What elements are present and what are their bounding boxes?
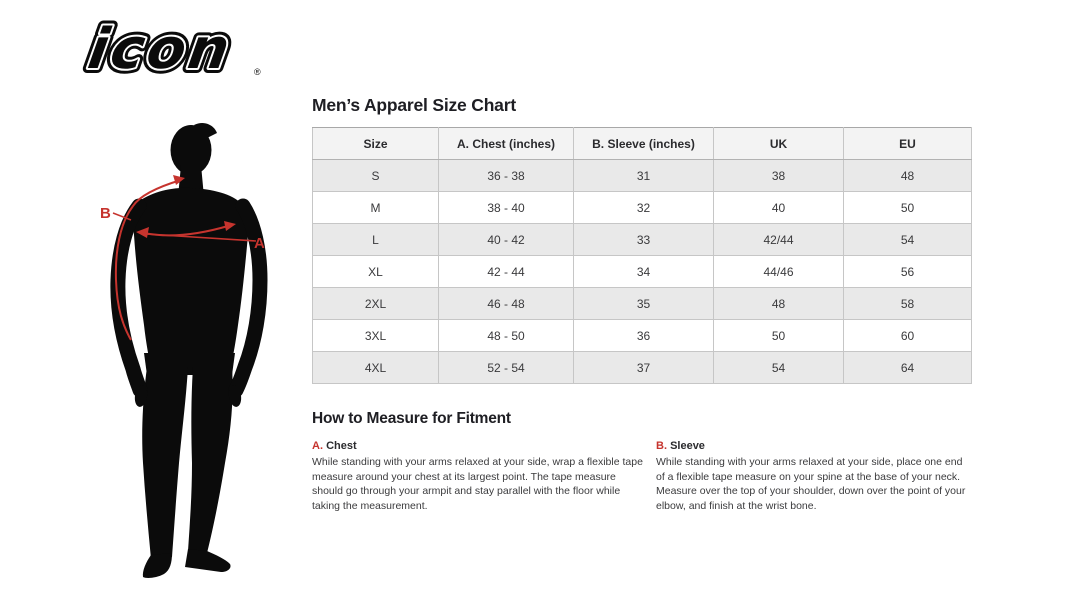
silhouette-head	[170, 125, 212, 175]
measure-item-heading: B. Sleeve	[656, 440, 968, 452]
eu-cell: 54	[843, 223, 972, 256]
uk-cell: 42/44	[713, 223, 844, 256]
silhouette-left-arm	[110, 198, 148, 398]
sleeve-measurement-line	[114, 179, 182, 341]
eu-cell: 48	[843, 159, 972, 192]
table-row: 4XL 52 - 54 37 54 64	[312, 351, 972, 384]
chest-cell: 48 - 50	[438, 319, 574, 352]
eu-cell: 64	[843, 351, 972, 384]
chest-cell: 38 - 40	[438, 191, 574, 224]
icon-logo-graphic: icon icon ®	[79, 12, 261, 87]
size-cell: 3XL	[312, 319, 439, 352]
measure-item-sleeve: B. Sleeve While standing with your arms …	[656, 440, 968, 513]
measure-name-sleeve: Sleeve	[670, 440, 705, 452]
table-row: L 40 - 42 33 42/44 54	[312, 223, 972, 256]
chest-cell: 42 - 44	[438, 255, 574, 288]
eu-cell: 58	[843, 287, 972, 320]
sleeve-cell: 31	[573, 159, 714, 192]
measure-name-chest: Chest	[326, 440, 357, 452]
column-header-chest: A. Chest (inches)	[438, 127, 574, 160]
size-cell: S	[312, 159, 439, 192]
measure-description-chest: While standing with your arms relaxed at…	[312, 456, 643, 512]
sleeve-cell: 34	[573, 255, 714, 288]
table-row: M 38 - 40 32 40 50	[312, 191, 972, 224]
size-cell: L	[312, 223, 439, 256]
brand-logo: icon icon ®	[78, 12, 278, 87]
silhouette-hair	[194, 122, 217, 139]
chest-label-leader-line	[145, 233, 257, 242]
figure-label-a: A	[254, 235, 265, 252]
silhouette-right-leg	[188, 367, 233, 553]
eu-cell: 50	[843, 191, 972, 224]
uk-cell: 48	[713, 287, 844, 320]
sleeve-label-leader-line	[112, 212, 132, 221]
table-row: 3XL 48 - 50 36 50 60	[312, 319, 972, 352]
figure-label-b: B	[100, 205, 111, 222]
uk-cell: 54	[713, 351, 844, 384]
chest-cell: 36 - 38	[438, 159, 574, 192]
size-cell: XL	[312, 255, 439, 288]
measure-letter-b: B.	[656, 440, 667, 452]
silhouette-right-foot	[185, 549, 231, 572]
silhouette-torso	[133, 187, 249, 373]
chest-cell: 52 - 54	[438, 351, 574, 384]
size-cell: M	[312, 191, 439, 224]
column-header-sleeve: B. Sleeve (inches)	[573, 127, 714, 160]
table-row: XL 42 - 44 34 44/46 56	[312, 255, 972, 288]
sleeve-arrowhead	[173, 175, 185, 185]
silhouette-left-leg	[142, 367, 188, 559]
main-content: Men’s Apparel Size Chart Size A. Chest (…	[312, 95, 972, 513]
size-cell: 2XL	[312, 287, 439, 320]
sleeve-cell: 33	[573, 223, 714, 256]
chest-cell: 40 - 42	[438, 223, 574, 256]
column-header-eu: EU	[843, 127, 972, 160]
sleeve-cell: 32	[573, 191, 714, 224]
column-header-uk: UK	[713, 127, 844, 160]
uk-cell: 50	[713, 319, 844, 352]
logo-text: icon	[84, 18, 237, 80]
silhouette-right-arm	[228, 198, 268, 398]
silhouette-right-hand	[228, 385, 242, 407]
table-header-row: Size A. Chest (inches) B. Sleeve (inches…	[312, 127, 972, 160]
male-silhouette: A B	[100, 122, 268, 578]
table-row: 2XL 46 - 48 35 48 58	[312, 287, 972, 320]
silhouette-left-foot	[142, 553, 172, 578]
sleeve-cell: 35	[573, 287, 714, 320]
table-row: S 36 - 38 31 38 48	[312, 159, 972, 192]
size-chart-table: Size A. Chest (inches) B. Sleeve (inches…	[312, 127, 972, 384]
registered-trademark: ®	[254, 67, 261, 77]
uk-cell: 38	[713, 159, 844, 192]
eu-cell: 60	[843, 319, 972, 352]
measure-item-heading: A. Chest	[312, 440, 648, 452]
page-title: Men’s Apparel Size Chart	[312, 95, 516, 115]
size-cell: 4XL	[312, 351, 439, 384]
chest-cell: 46 - 48	[438, 287, 574, 320]
fitment-figure: A B	[88, 113, 312, 591]
silhouette-left-hand	[134, 385, 148, 407]
measure-description-sleeve: While standing with your arms relaxed at…	[656, 456, 966, 512]
sleeve-cell: 37	[573, 351, 714, 384]
measure-section-title: How to Measure for Fitment	[312, 410, 511, 427]
measure-item-chest: A. Chest While standing with your arms r…	[312, 440, 648, 513]
uk-cell: 40	[713, 191, 844, 224]
column-header-size: Size	[312, 127, 439, 160]
chest-arrowhead-left	[136, 227, 149, 238]
measure-letter-a: A.	[312, 440, 323, 452]
measure-columns: A. Chest While standing with your arms r…	[312, 440, 971, 513]
logo-outline: icon	[84, 18, 237, 80]
uk-cell: 44/46	[713, 255, 844, 288]
chest-arrowhead-right	[224, 221, 236, 231]
sleeve-cell: 36	[573, 319, 714, 352]
eu-cell: 56	[843, 255, 972, 288]
